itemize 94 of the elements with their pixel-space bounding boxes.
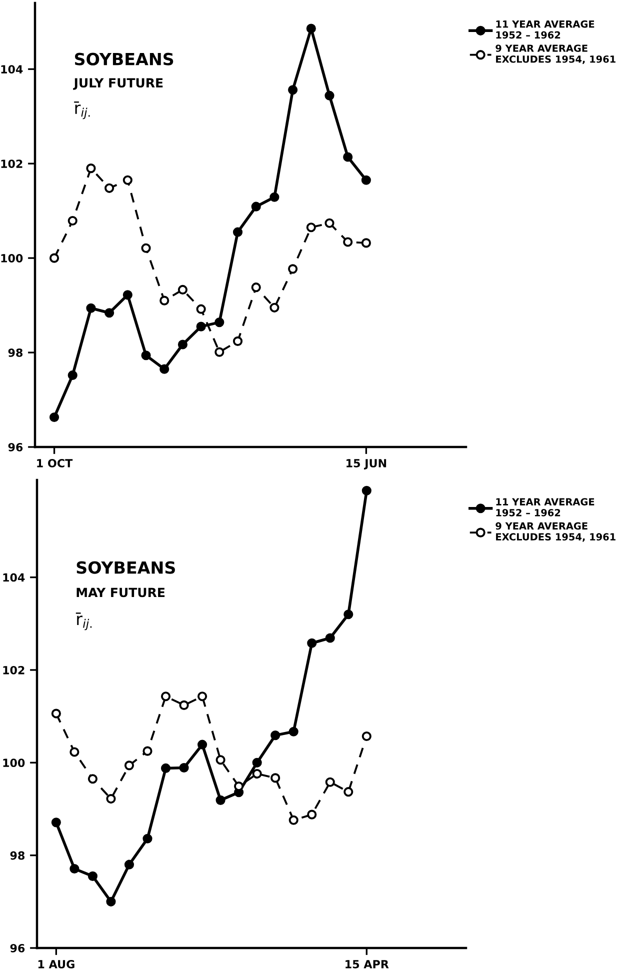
point xyxy=(49,253,60,263)
point xyxy=(142,746,152,756)
point xyxy=(288,726,298,736)
y-tick-label: 100 xyxy=(1,254,23,262)
point xyxy=(49,412,60,422)
x-tick-label: 15 JUN xyxy=(346,459,386,470)
text: JULY FUTURE xyxy=(73,78,163,90)
point xyxy=(343,237,353,247)
point xyxy=(216,795,226,805)
point xyxy=(270,192,280,202)
point xyxy=(232,227,243,237)
legend-label: 9 YEAR AVERAGE EXCLUDES 1954, 1961 xyxy=(496,522,616,542)
y-tick-label: 96 xyxy=(10,944,25,952)
point xyxy=(361,175,371,185)
point xyxy=(252,758,262,768)
point xyxy=(141,350,151,360)
point xyxy=(178,284,188,295)
point xyxy=(361,238,371,248)
point xyxy=(344,610,354,620)
point xyxy=(51,708,61,718)
point xyxy=(124,760,134,770)
point xyxy=(179,700,189,710)
y-tick-label: 104 xyxy=(1,65,23,74)
point xyxy=(160,692,171,702)
point xyxy=(288,264,298,274)
point xyxy=(307,810,317,820)
y-tick-label: 98 xyxy=(8,348,23,357)
x-tick-label: 15 APR xyxy=(346,960,389,968)
point xyxy=(122,290,132,300)
point xyxy=(196,322,206,332)
point xyxy=(344,787,354,797)
point xyxy=(106,794,116,804)
point xyxy=(325,777,335,787)
point xyxy=(88,774,98,784)
y-tick-label: 98 xyxy=(10,851,25,860)
point xyxy=(324,90,334,100)
point xyxy=(88,871,98,881)
point xyxy=(122,175,132,185)
point xyxy=(270,773,280,783)
point xyxy=(307,638,317,648)
annotation: r̄$_{ij.}$ xyxy=(74,102,90,120)
point xyxy=(86,303,96,313)
text: SOYBEANS xyxy=(74,52,174,66)
point xyxy=(68,370,78,380)
point xyxy=(214,347,224,357)
legend-label: 11 YEAR AVERAGE 1952 – 1962 xyxy=(496,20,594,39)
y-tick-label: 104 xyxy=(3,573,25,582)
point xyxy=(197,692,208,702)
point xyxy=(178,340,188,350)
point xyxy=(160,364,170,374)
legend-label: 11 YEAR AVERAGE 1952 – 1962 xyxy=(496,498,594,516)
point xyxy=(179,762,189,773)
point xyxy=(288,815,298,825)
point xyxy=(160,763,171,774)
point xyxy=(124,860,134,870)
legend-label: 9 YEAR AVERAGE EXCLUDES 1954, 1961 xyxy=(496,44,616,64)
point xyxy=(270,730,280,740)
point xyxy=(70,747,80,757)
point xyxy=(306,24,316,34)
y-tick-label: 102 xyxy=(3,666,24,674)
point xyxy=(70,864,80,874)
annotation: r̄$_{ij.}$ xyxy=(76,612,92,630)
point xyxy=(104,183,114,193)
point xyxy=(343,152,353,162)
point xyxy=(288,85,298,95)
point xyxy=(160,296,170,306)
point xyxy=(216,755,226,765)
point xyxy=(270,302,280,312)
point xyxy=(232,336,243,346)
point xyxy=(362,486,372,496)
point xyxy=(306,222,316,232)
point xyxy=(324,218,334,228)
x-tick-label: 1 OCT xyxy=(37,459,73,468)
point xyxy=(51,818,61,828)
point xyxy=(214,318,224,328)
text: SOYBEANS xyxy=(76,561,175,574)
point xyxy=(362,731,372,742)
point xyxy=(106,896,116,906)
point xyxy=(141,243,151,253)
y-tick-label: 100 xyxy=(3,758,25,768)
point xyxy=(325,633,335,643)
text: MAY FUTURE xyxy=(76,588,165,598)
point xyxy=(251,202,261,212)
point xyxy=(252,768,262,779)
point xyxy=(68,216,78,226)
point xyxy=(104,308,114,318)
point xyxy=(251,282,261,292)
point xyxy=(142,834,152,844)
x-tick-label: 1 AUG xyxy=(38,960,74,968)
point xyxy=(196,304,206,314)
y-tick-label: 96 xyxy=(8,442,23,452)
point xyxy=(197,740,208,750)
point xyxy=(86,164,96,174)
y-tick-label: 102 xyxy=(1,160,22,168)
